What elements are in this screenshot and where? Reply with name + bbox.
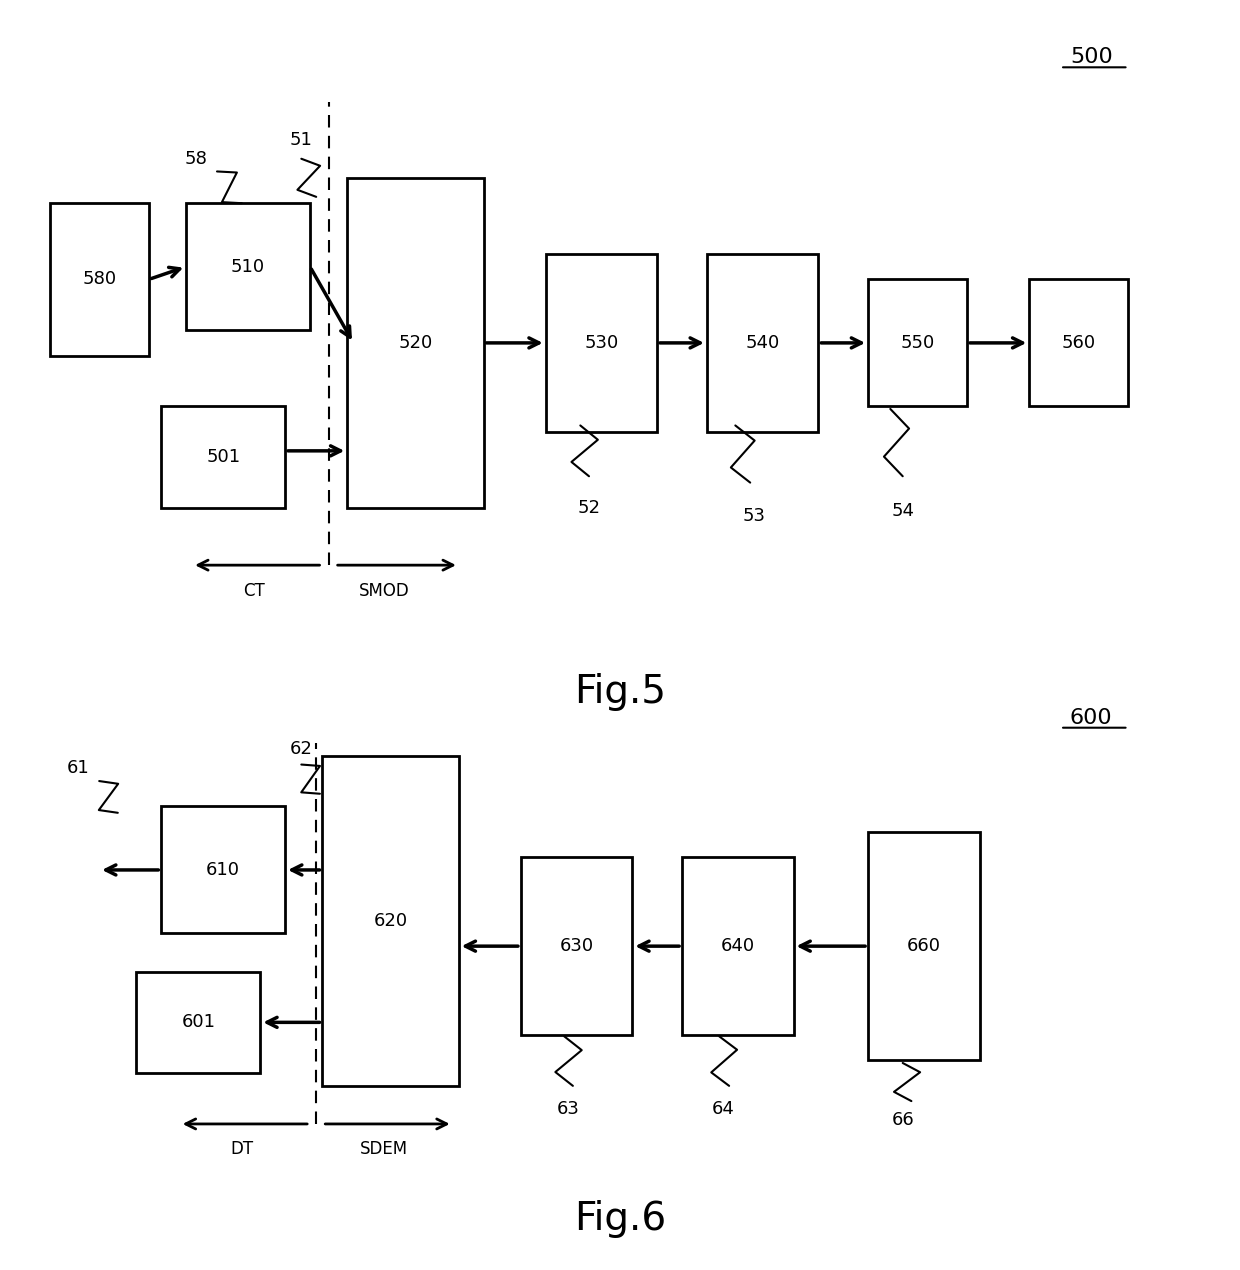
Text: 66: 66: [892, 1111, 914, 1129]
FancyBboxPatch shape: [161, 806, 285, 933]
Text: 610: 610: [206, 861, 241, 879]
FancyBboxPatch shape: [161, 406, 285, 508]
Text: 510: 510: [231, 258, 265, 276]
Text: 601: 601: [181, 1013, 216, 1031]
Text: 620: 620: [373, 912, 408, 930]
Text: 51: 51: [290, 131, 312, 149]
Text: 54: 54: [892, 502, 914, 519]
FancyBboxPatch shape: [50, 203, 149, 356]
Text: 64: 64: [712, 1100, 734, 1118]
Text: 580: 580: [82, 271, 117, 288]
Text: SDEM: SDEM: [361, 1140, 408, 1158]
Text: 560: 560: [1061, 334, 1096, 352]
Text: CT: CT: [243, 582, 265, 599]
Text: 540: 540: [745, 334, 780, 352]
Text: 530: 530: [584, 334, 619, 352]
Text: SMOD: SMOD: [360, 582, 409, 599]
Text: 600: 600: [1070, 707, 1112, 728]
Text: 660: 660: [906, 937, 941, 955]
Text: 61: 61: [67, 759, 89, 777]
FancyBboxPatch shape: [186, 203, 310, 330]
FancyBboxPatch shape: [322, 756, 459, 1086]
FancyBboxPatch shape: [521, 857, 632, 1035]
Text: Fig.6: Fig.6: [574, 1200, 666, 1238]
Text: 630: 630: [559, 937, 594, 955]
FancyBboxPatch shape: [347, 178, 484, 508]
FancyBboxPatch shape: [1029, 279, 1128, 406]
Text: 53: 53: [743, 507, 765, 525]
Text: 550: 550: [900, 334, 935, 352]
Text: 62: 62: [290, 740, 312, 758]
Text: 500: 500: [1070, 47, 1112, 67]
FancyBboxPatch shape: [707, 254, 818, 432]
Text: 520: 520: [398, 334, 433, 352]
Text: 52: 52: [578, 499, 600, 517]
Text: 640: 640: [720, 937, 755, 955]
Text: 58: 58: [185, 150, 207, 168]
Text: Fig.5: Fig.5: [574, 673, 666, 711]
Text: 501: 501: [206, 448, 241, 466]
FancyBboxPatch shape: [682, 857, 794, 1035]
Text: 63: 63: [557, 1100, 579, 1118]
FancyBboxPatch shape: [136, 972, 260, 1073]
FancyBboxPatch shape: [868, 279, 967, 406]
Text: DT: DT: [231, 1140, 253, 1158]
FancyBboxPatch shape: [546, 254, 657, 432]
FancyBboxPatch shape: [868, 832, 980, 1060]
